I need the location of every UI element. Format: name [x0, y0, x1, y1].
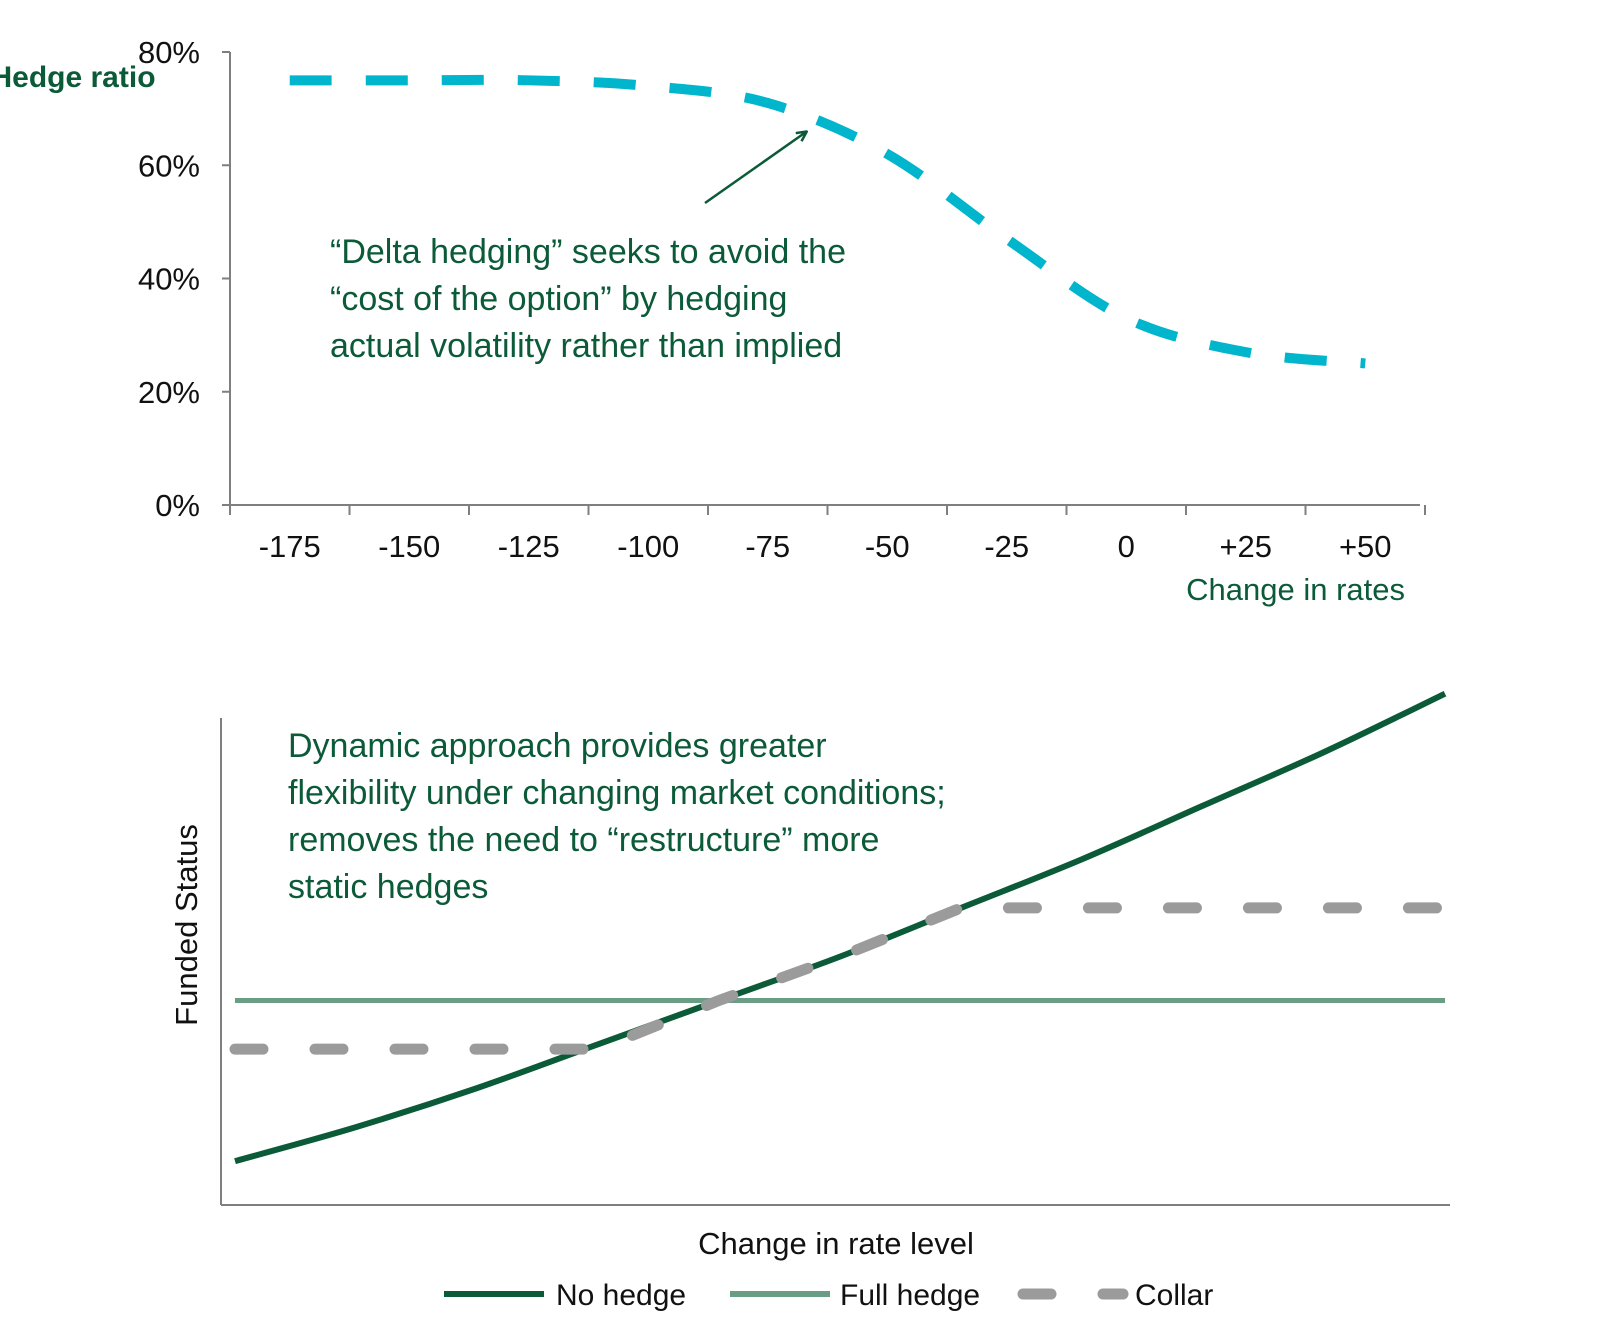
annotation-line: flexibility under changing market condit… — [288, 774, 946, 812]
annotation-line: “Delta hedging” seeks to avoid the — [330, 233, 846, 271]
annotation-line: removes the need to “restructure” more — [288, 821, 879, 859]
x-tick-label: 0 — [1118, 529, 1135, 564]
annotation-text: “Delta hedging” seeks to avoid the “cost… — [330, 233, 846, 365]
x-tick-label: -175 — [259, 529, 321, 564]
x-tick-label: -75 — [745, 529, 790, 564]
annotation-line: “cost of the option” by hedging — [330, 280, 787, 318]
x-axis-title: Change in rates — [1186, 572, 1405, 607]
y-tick-label: 60% — [138, 148, 200, 183]
legend-label: Collar — [1135, 1279, 1213, 1312]
annotation-line: static hedges — [288, 868, 488, 906]
hedge-ratio-series-line — [289, 74, 1366, 369]
funded-status-chart: Funded Status Change in rate level Dynam… — [169, 690, 1451, 1312]
x-axis-title: Change in rate level — [698, 1226, 974, 1261]
y-tick-label: 0% — [155, 488, 200, 523]
x-tick-label: +50 — [1339, 529, 1392, 564]
y-tick-label: 20% — [138, 375, 200, 410]
annotation-text: Dynamic approach provides greater flexib… — [288, 727, 946, 906]
y-tick-label: 80% — [138, 35, 200, 70]
x-tick-label: -100 — [617, 529, 679, 564]
hedge-ratio-chart: Hedge ratio 0% 20% 40% 60% 80% -175 -150 -125 -… — [0, 35, 1426, 607]
no-hedge-series-line — [234, 690, 1447, 1165]
y-axis-title: Funded Status — [169, 824, 204, 1026]
annotation-line: actual volatility rather than implied — [330, 327, 842, 365]
x-tick-label: -50 — [865, 529, 910, 564]
legend-label: No hedge — [556, 1279, 686, 1312]
annotation-line: Dynamic approach provides greater — [288, 727, 827, 765]
y-tick-label: 40% — [138, 262, 200, 297]
x-tick-label: -125 — [498, 529, 560, 564]
x-tick-label: +25 — [1219, 529, 1272, 564]
y-axis-title-line1: Hedge ratio — [0, 61, 156, 94]
x-tick-label: -150 — [378, 529, 440, 564]
x-tick-label: -25 — [984, 529, 1029, 564]
legend-label: Full hedge — [840, 1279, 980, 1312]
legend: No hedge Full hedge Collar — [444, 1279, 1213, 1312]
collar-series-line — [229, 902, 1451, 1055]
annotation-arrow — [704, 132, 806, 205]
